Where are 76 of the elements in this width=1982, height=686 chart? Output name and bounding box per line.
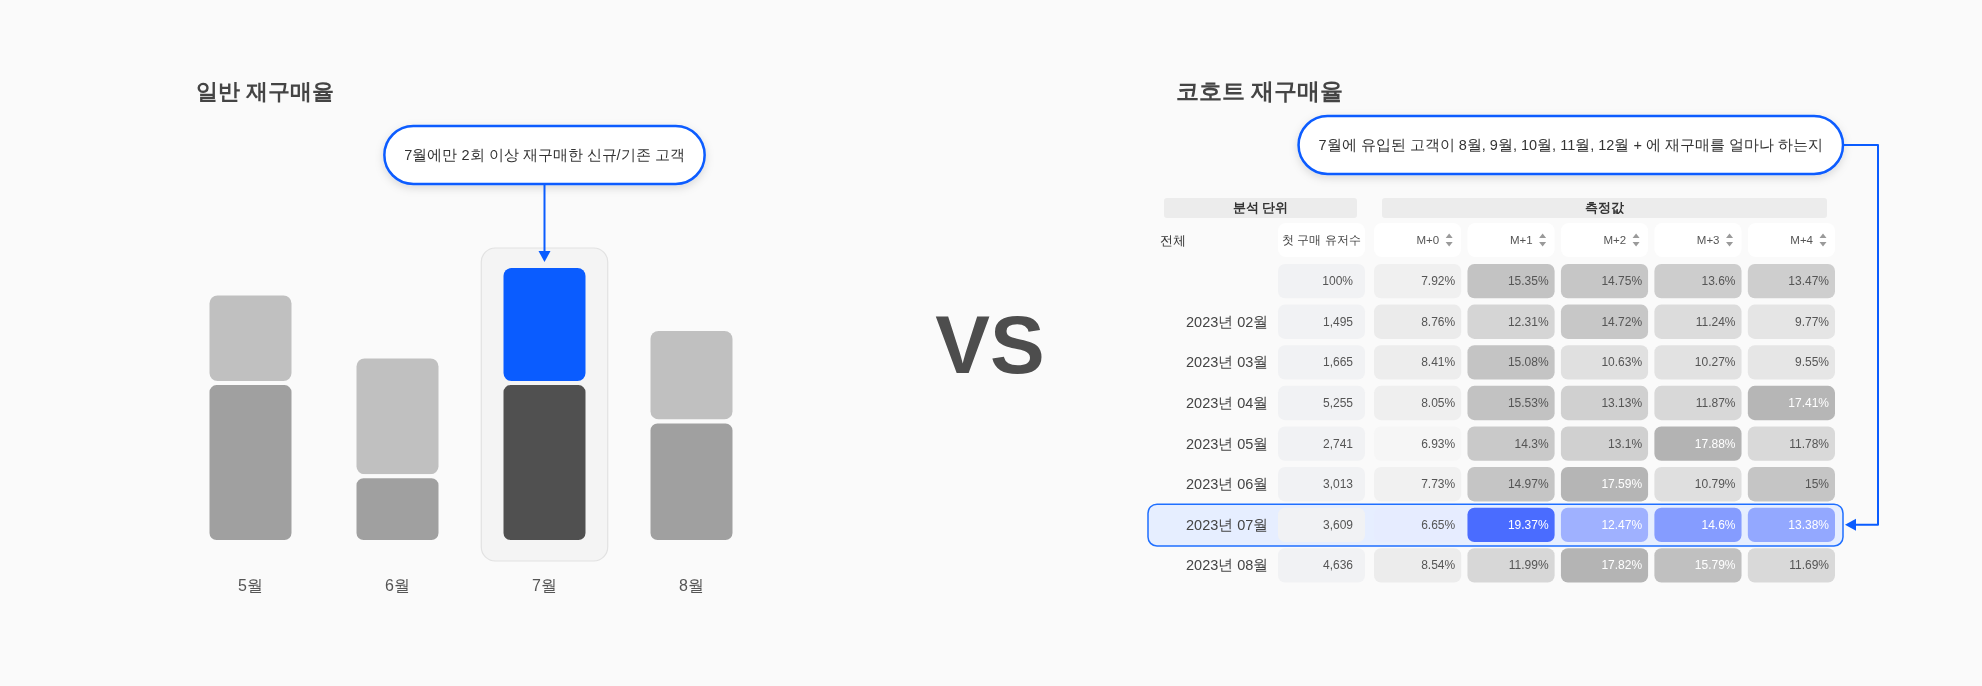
data-label: 10.27% [1694, 355, 1736, 370]
y-axis-title: 전체 [1160, 232, 1186, 248]
y2-tick-label: 3,609 [1322, 517, 1354, 532]
data-label: 17.41% [1788, 395, 1830, 410]
data-label: 13.47% [1788, 274, 1830, 289]
y2-tick-label: 5,255 [1322, 395, 1354, 410]
data-label: 8.54% [1421, 558, 1456, 573]
y-tick-label: 2023년 04월 [1186, 394, 1269, 411]
y2-tick-label: 100% [1322, 274, 1354, 289]
bar [356, 358, 439, 475]
data-label: 13.13% [1601, 395, 1643, 410]
data-label: 6.65% [1421, 517, 1456, 532]
data-label: 7.92% [1421, 274, 1456, 289]
data-label: 12.31% [1507, 314, 1549, 329]
data-label: 11.99% [1508, 558, 1549, 573]
data-label: 15.35% [1507, 274, 1549, 289]
x-tick-label: M+0 [1416, 234, 1440, 246]
y-tick-label: 2023년 05월 [1186, 435, 1269, 452]
data-label: 15.79% [1694, 558, 1736, 573]
data-label: 11.69% [1789, 558, 1830, 573]
y-tick-label: 2023년 06월 [1186, 476, 1269, 493]
data-label: 14.97% [1507, 477, 1549, 492]
chart-title: 일반 재구매율 [196, 78, 335, 104]
x-axis-title: 측정값 [1585, 201, 1625, 215]
y2-tick-label: 3,013 [1322, 477, 1354, 492]
y2-tick-label: 1,665 [1322, 355, 1354, 370]
x-tick-label: M+2 [1603, 234, 1627, 246]
text: 7월에만 2회 이상 재구매한 신규/기존 고객 [404, 147, 685, 163]
data-label: 11.78% [1789, 436, 1830, 451]
data-label: 12.47% [1601, 517, 1643, 532]
bar [209, 295, 292, 382]
data-label: 11.24% [1695, 314, 1736, 329]
text: 분석 단위 [1232, 201, 1289, 215]
x-tick-label: M+1 [1509, 234, 1533, 246]
bar [650, 331, 733, 420]
y-tick-label: 2023년 07월 [1186, 516, 1269, 533]
y2-axis-title: 첫 구매 유저수 [1282, 234, 1361, 246]
data-label: 6.93% [1421, 436, 1456, 451]
y2-tick-label: 4,636 [1322, 558, 1354, 573]
y-tick-label: 2023년 03월 [1186, 354, 1269, 371]
y2-tick-label: 1,495 [1322, 314, 1354, 329]
data-label: 8.05% [1421, 395, 1456, 410]
data-label: 15% [1804, 477, 1830, 492]
data-label: 14.72% [1601, 314, 1643, 329]
data-label: 11.87% [1695, 395, 1736, 410]
x-tick-label: 6월 [385, 576, 410, 594]
text: VS [935, 298, 1045, 390]
data-label: 19.37% [1507, 517, 1549, 532]
data-label: 14.3% [1514, 436, 1549, 451]
data-label: 10.79% [1694, 477, 1736, 492]
y2-tick-label: 2,741 [1322, 436, 1354, 451]
data-label: 17.82% [1601, 558, 1643, 573]
data-label: 9.77% [1794, 314, 1830, 329]
data-label: 8.41% [1421, 355, 1456, 370]
data-label: 13.38% [1788, 517, 1830, 532]
y-tick-label: 2023년 02월 [1186, 313, 1269, 330]
x-tick-label: M+3 [1696, 234, 1720, 246]
chart-title: 코호트 재구매율 [1176, 78, 1344, 104]
data-label: 7.73% [1421, 477, 1456, 492]
data-label: 13.1% [1608, 436, 1643, 451]
x-tick-label: 7월 [532, 576, 557, 594]
x-tick-label: 8월 [679, 576, 704, 594]
x-tick-label: 5월 [238, 576, 263, 594]
data-label: 13.6% [1701, 274, 1736, 289]
y-tick-label: 2023년 08월 [1186, 557, 1269, 574]
data-label: 15.53% [1507, 395, 1549, 410]
data-label: 10.63% [1601, 355, 1643, 370]
data-label: 17.88% [1694, 436, 1736, 451]
data-label: 14.6% [1701, 517, 1736, 532]
data-label: 8.76% [1421, 314, 1456, 329]
data-label: 15.08% [1507, 355, 1549, 370]
text: 7월에 유입된 고객이 8월, 9월, 10월, 11월, 12월 + 에 재구매를 얼마나 하는지 [1318, 137, 1823, 153]
data-label: 14.75% [1601, 274, 1643, 289]
data-label: 17.59% [1601, 477, 1643, 492]
x-tick-label: M+4 [1790, 234, 1814, 246]
data-label: 9.55% [1794, 355, 1830, 370]
